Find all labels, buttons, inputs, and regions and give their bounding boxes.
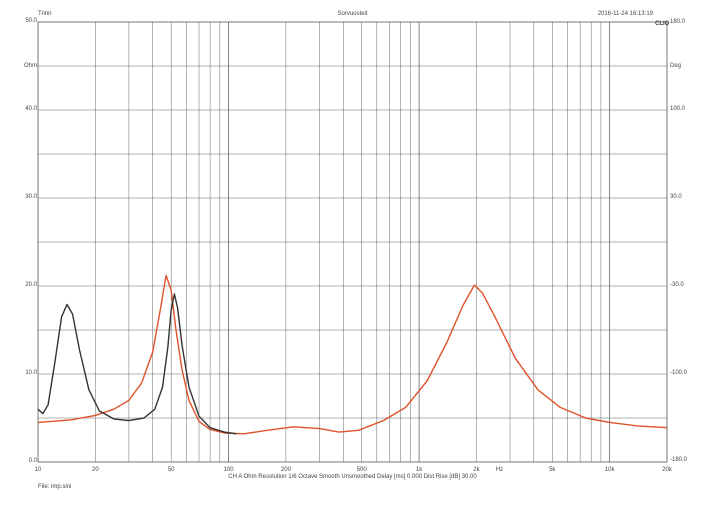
x-tick-label: 10k [604,467,615,473]
left-y-tick-label: 40.0 [25,106,37,112]
plot-frame [37,21,668,463]
x-tick-label: 50 [167,467,175,473]
left-y-tick-label: 10.0 [25,370,37,376]
x-tick-label: 2k [473,467,480,473]
right-y-tick-label: 100.0 [670,106,686,112]
right-y-tick-label: 180.0 [670,19,686,25]
right-y-tick-label: -100.0 [670,370,688,376]
left-y-tick-label: 30.0 [25,194,37,200]
x-tick-label: 200 [280,467,291,473]
right-axis-unit: Deg [670,63,682,69]
x-tick-label: 5k [549,467,556,473]
series-line-1 [37,274,668,435]
series-line-2 [37,293,237,435]
chart-header-title: Sorvuosteit [337,11,368,17]
x-axis-unit-label: Hz [495,467,504,473]
left-y-tick-label: 20.0 [25,282,37,288]
measurement-settings: CH A Ohm Resolution 1/6 Octave Smooth Un… [228,474,477,480]
timestamp: 2016-11-24 16:13:19 [597,11,653,17]
clio-logo: CLIO [655,21,670,27]
right-y-tick-label: -30.0 [670,282,684,288]
x-tick-label: 100 [223,467,234,473]
header-left-label: Trinn [38,11,52,17]
right-y-tick-label: 30.0 [670,194,682,200]
left-axis-unit: Ohm [23,63,37,69]
chart-grid [38,22,667,462]
x-tick-label: 1k [415,467,423,473]
x-tick-label: 500 [356,467,367,473]
left-y-tick-label: 50.0 [25,18,37,24]
x-tick-label: 10 [34,467,42,473]
left-y-tick-label: 0.0 [28,458,37,464]
chart-series [37,274,668,435]
file-name: File: imp.sini [38,484,72,490]
x-tick-label: 20k [662,467,672,473]
right-y-tick-label: -180.0 [670,457,688,463]
x-tick-label: 20 [92,467,99,473]
